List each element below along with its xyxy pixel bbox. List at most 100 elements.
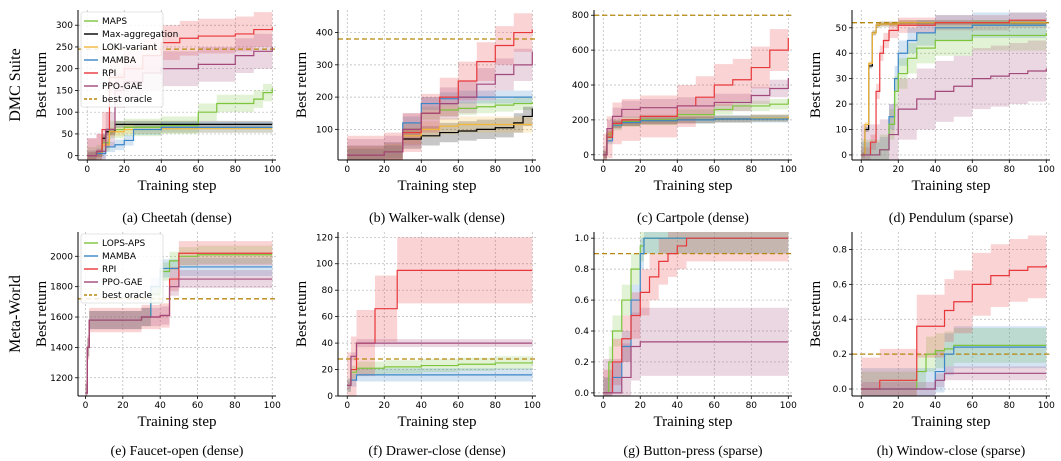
x-tick-label: 60 <box>193 165 205 175</box>
y-tick-label: 150 <box>56 86 73 96</box>
x-axis-label: Training step <box>911 414 990 430</box>
y-tick-label: 0.0 <box>575 389 590 399</box>
series-line-ppo-gae <box>347 51 533 156</box>
legend-label: best oracle <box>102 291 152 301</box>
plot-area <box>594 232 792 396</box>
legend-label: best oracle <box>102 95 152 105</box>
y-tick-label: 1600 <box>50 313 73 323</box>
x-tick-label: 40 <box>156 165 168 175</box>
y-tick-label: 80 <box>322 286 334 296</box>
y-tick-label: 20 <box>836 100 848 110</box>
x-axis-label: Training step <box>653 178 732 194</box>
series-line-lops-aps <box>347 361 533 387</box>
x-tick-label: 60 <box>453 401 465 411</box>
x-tick-label: 100 <box>780 401 797 411</box>
y-tick-label: 40 <box>322 339 334 349</box>
x-tick-label: 100 <box>524 165 541 175</box>
chart-panel-pendulum: 0 20 40 60 80 100 0 10 20 30 40 50 Training step Best… <box>808 10 1055 226</box>
y-tick-label: 600 <box>572 46 589 56</box>
chart-panel-window: 0 20 40 60 80 100 0.0 0.2 0.4 0.6 0.8 Training step… <box>808 232 1055 459</box>
series-line-rpi <box>347 269 533 387</box>
chart-panel-drawer: 0 20 40 60 80 100 0 20 40 60 80 100 120 Training step… <box>294 232 541 459</box>
y-axis-label: Best return <box>34 51 50 118</box>
y-tick-label: 200 <box>56 65 73 75</box>
x-tick-label: 100 <box>1038 165 1055 175</box>
series-line-rpi <box>603 237 789 394</box>
chart-panel-button: 0 20 40 60 80 100 0.0 0.2 0.4 0.6 0.8 1.0 Training s… <box>575 232 797 459</box>
y-tick-label: 1200 <box>50 374 73 384</box>
x-tick-label: 0 <box>344 401 350 411</box>
y-axis-label: Best return <box>34 280 50 347</box>
band-rpi <box>861 233 1047 396</box>
y-tick-label: 0.8 <box>575 265 590 275</box>
x-tick-label: 100 <box>780 165 797 175</box>
series-line-ppo-gae <box>603 78 789 156</box>
y-axis-label: Best return <box>808 51 824 118</box>
x-tick-label: 60 <box>709 165 721 175</box>
x-tick-label: 0 <box>600 165 606 175</box>
band-lops-aps <box>603 232 789 396</box>
x-tick-label: 60 <box>967 165 979 175</box>
band-ppo-gae <box>861 37 1047 160</box>
y-tick-label: 100 <box>56 108 73 118</box>
x-tick-label: 20 <box>635 401 647 411</box>
band-ppo-gae <box>603 307 789 396</box>
y-tick-label: 30 <box>836 75 848 85</box>
panel-caption: (h) Window-close (sparse) <box>877 444 1026 459</box>
chart-panel-cartpole: 0 20 40 60 80 100 0 200 400 600 800 Training step (c… <box>572 10 797 226</box>
band-rpi <box>603 16 789 160</box>
band-rpi <box>861 12 1047 160</box>
series-line-ppo-gae <box>861 372 1047 390</box>
x-tick-label: 80 <box>1004 165 1016 175</box>
x-tick-label: 20 <box>893 165 905 175</box>
panel-caption: (b) Walker-walk (dense) <box>369 211 505 226</box>
y-tick-label: 0 <box>583 151 589 161</box>
x-tick-label: 60 <box>709 401 721 411</box>
panel-caption: (f) Drawer-close (dense) <box>368 444 506 459</box>
y-tick-label: 400 <box>572 81 589 91</box>
legend-label: MAMBA <box>102 56 137 66</box>
y-tick-label: 0.6 <box>575 296 590 306</box>
y-tick-label: 1400 <box>50 343 73 353</box>
x-tick-label: 60 <box>967 401 979 411</box>
x-tick-label: 0 <box>600 401 606 411</box>
x-tick-label: 0 <box>83 401 89 411</box>
series-line-mamba <box>87 126 273 157</box>
chart-panel-walker: 0 20 40 60 80 100 100 200 300 400 Training step Bes… <box>294 10 541 226</box>
series-line-ppo-gae <box>861 68 1047 156</box>
x-tick-label: 40 <box>416 401 428 411</box>
panel-caption: (d) Pendulum (sparse) <box>889 211 1014 226</box>
chart-panel-faucet: 0 20 40 60 80 100 1200 1400 1600 1800 2000 Training… <box>34 232 281 459</box>
x-tick-label: 20 <box>119 165 131 175</box>
y-tick-label: 0.4 <box>833 315 848 325</box>
legend-box <box>80 233 164 304</box>
band-rpi <box>603 232 789 396</box>
y-tick-label: 0.8 <box>833 245 848 255</box>
y-tick-label: 200 <box>572 116 589 126</box>
panel-caption: (e) Faucet-open (dense) <box>111 444 244 459</box>
x-tick-label: 100 <box>264 401 281 411</box>
x-axis-label: Training step <box>397 414 476 430</box>
y-tick-label: 0 <box>327 392 333 402</box>
chart-panel-cheetah: 0 20 40 60 80 100 0 50 100 150 200 250 300 Training s… <box>34 10 281 226</box>
legend-label: PPO-GAE <box>102 278 143 288</box>
legend-label: MAMBA <box>102 252 137 262</box>
x-tick-label: 60 <box>192 401 204 411</box>
y-tick-label: 0.2 <box>833 350 847 360</box>
panel-caption: (c) Cartpole (dense) <box>637 211 749 226</box>
series-line-mamba <box>603 118 789 156</box>
x-tick-label: 100 <box>264 165 281 175</box>
plot-area <box>78 241 276 396</box>
y-tick-label: 20 <box>322 366 334 376</box>
y-tick-label: 100 <box>316 125 333 135</box>
y-tick-label: 100 <box>316 260 333 270</box>
x-tick-label: 20 <box>379 401 391 411</box>
x-tick-label: 20 <box>379 165 391 175</box>
y-tick-label: 400 <box>316 29 333 39</box>
legend: LOPS-APS MAMBA RPI PPO-GAE best oracle <box>80 233 164 304</box>
band-maps <box>603 93 789 160</box>
plot-area <box>852 233 1050 396</box>
y-tick-label: 0.2 <box>575 358 589 368</box>
panel-caption: (g) Button-press (sparse) <box>623 444 763 459</box>
band-loki-variant <box>603 112 789 159</box>
